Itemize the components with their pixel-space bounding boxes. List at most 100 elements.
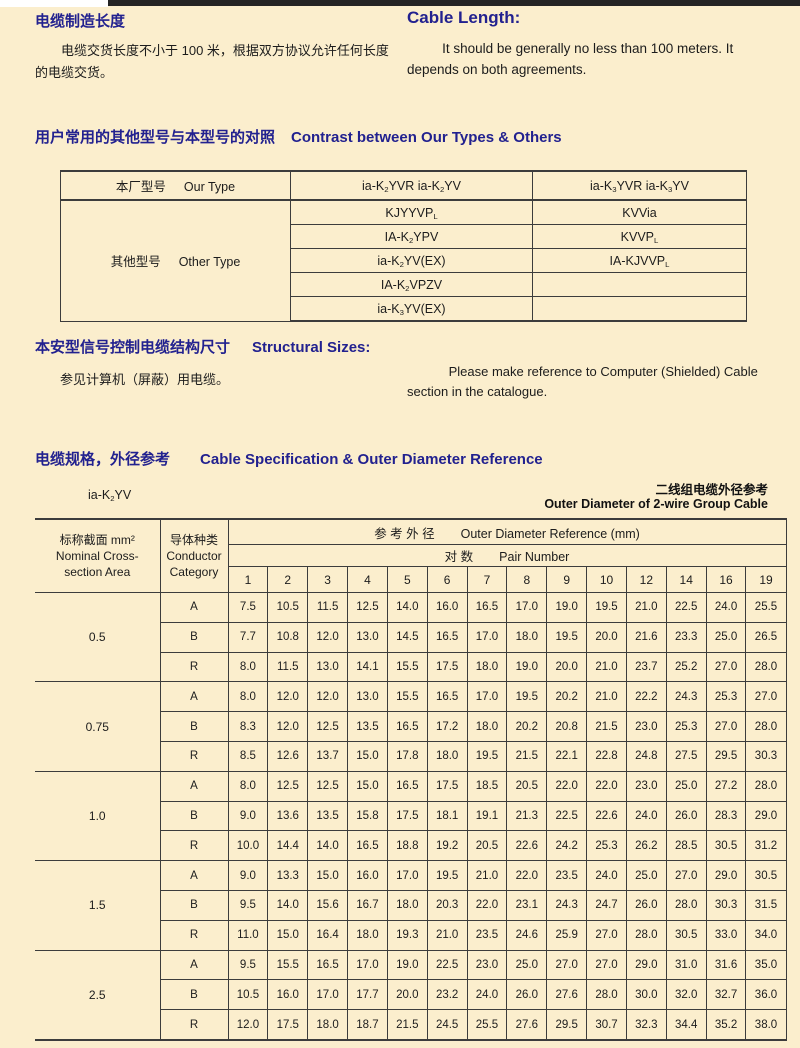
diameter-value-cell: 21.3 — [506, 800, 548, 832]
outer-diameter-table: 标称截面 mm² Nominal Cross- section Area 导体种… — [35, 518, 787, 1041]
spec-row: 1.0 A 8.0 12.5 12.5 15.0 16.5 17.5 18.5 20.5 22.0 2… — [35, 770, 787, 862]
other-type-cell — [532, 296, 747, 322]
diameter-value-cell: 23.5 — [546, 860, 588, 891]
diameter-value-cell: 14.0 — [267, 889, 309, 921]
diameter-value-cell: 20.0 — [386, 979, 428, 1011]
diameter-value-cell: 27.0 — [546, 949, 588, 981]
other-type-label-zh: 其他型号 — [110, 255, 161, 270]
pair-number-cell: 9 — [546, 566, 588, 593]
nominal-area-header-cell: 标称截面 mm² Nominal Cross- section Area — [35, 518, 161, 593]
cable-length-body-en: It should be generally no less than 100 … — [407, 41, 734, 77]
diameter-value-cell: 20.5 — [506, 770, 548, 802]
diameter-value-cell: 19.0 — [546, 592, 588, 623]
diameter-value-cell: 33.0 — [705, 919, 747, 951]
diameter-value-cell: 11.5 — [267, 651, 309, 683]
our-type-cell: ia-K3YVR ia-K3YV — [532, 170, 747, 201]
diameter-value-cell: 30.0 — [625, 979, 667, 1011]
diameter-value-cell: 19.5 — [546, 621, 588, 653]
pair-number-cell: 5 — [386, 566, 428, 593]
diameter-value-cell: 24.3 — [665, 681, 707, 713]
diameter-value-cell: 16.5 — [347, 830, 388, 862]
diameter-value-cell: 12.0 — [307, 621, 349, 653]
diameter-value-cell: 16.5 — [466, 592, 508, 623]
diameter-value-cell: 24.0 — [466, 979, 508, 1011]
diameter-value-cell: 21.0 — [586, 651, 627, 683]
other-type-cell: ia-K2YV(EX) — [290, 248, 533, 273]
diameter-value-cell: 38.0 — [745, 1009, 787, 1041]
diameter-value-cell: 22.0 — [466, 889, 508, 921]
diameter-value-cell: 26.0 — [625, 889, 667, 921]
diameter-value-cell: 15.0 — [347, 770, 388, 802]
diameter-value-cell: 23.2 — [426, 979, 468, 1011]
diameter-value-cell: 22.5 — [426, 949, 468, 981]
conductor-category-cell: B — [159, 800, 229, 832]
our-type-label-cell: 本厂型号 Our Type — [60, 170, 291, 201]
diameter-value-cell: 9.0 — [227, 800, 269, 832]
nominal-size-cell: 1.0 — [35, 770, 161, 862]
diameter-value-cell: 15.0 — [347, 740, 388, 772]
diameter-value-cell: 22.0 — [546, 770, 588, 802]
diameter-value-cell: 16.5 — [307, 949, 349, 981]
diameter-value-cell: 9.5 — [227, 949, 269, 981]
diameter-value-cell: 20.2 — [506, 711, 548, 742]
conductor-category-cell: A — [159, 860, 229, 891]
diameter-value-cell: 13.5 — [347, 711, 388, 742]
spec-row: B 7.7 10.8 12.0 13.0 14.5 16.5 17.0 18.0 19.5 20.0… — [35, 621, 787, 653]
diameter-value-cell: 18.0 — [466, 711, 508, 742]
diameter-value-cell: 24.6 — [506, 919, 548, 951]
pair-number-cell: 2 — [267, 566, 309, 593]
structural-body-zh: 参见计算机（屏蔽）用电缆。 — [60, 372, 230, 387]
our-type-label-zh: 本厂型号 — [115, 180, 166, 194]
conductor-category-cell: A — [159, 681, 229, 713]
diameter-value-cell: 26.2 — [625, 830, 667, 862]
diameter-value-cell: 36.0 — [745, 979, 787, 1011]
spec-row: R 10.0 14.4 14.0 16.5 18.8 19.2 20.5 22.6 24.2 25.… — [35, 830, 787, 862]
diameter-value-cell: 19.5 — [426, 860, 468, 891]
diameter-value-cell: 8.5 — [227, 740, 269, 772]
nominal-size-cell: 1.5 — [35, 860, 161, 951]
diameter-value-cell: 16.0 — [426, 592, 468, 623]
scan-edge-dark — [108, 0, 800, 6]
pair-number-cell: 14 — [665, 566, 707, 593]
diameter-value-cell: 16.5 — [386, 770, 428, 802]
conductor-category-cell: B — [159, 979, 229, 1011]
diameter-value-cell: 19.3 — [386, 919, 428, 951]
conductor-category-cell: R — [159, 1009, 229, 1041]
spec-note-zh: 二线组电缆外径参考 — [655, 483, 768, 497]
pair-header-en: Pair Number — [499, 550, 570, 564]
diameter-value-cell: 25.5 — [466, 1009, 508, 1041]
diameter-value-cell: 27.6 — [506, 1009, 548, 1041]
diameter-value-cell: 13.3 — [267, 860, 309, 891]
diameter-value-cell: 18.0 — [426, 740, 468, 772]
diameter-value-cell: 28.0 — [745, 770, 787, 802]
diameter-value-cell: 15.8 — [347, 800, 388, 832]
diameter-value-cell: 30.3 — [745, 740, 787, 772]
diameter-value-cell: 26.0 — [506, 979, 548, 1011]
diameter-value-cell: 12.0 — [267, 681, 309, 713]
diameter-value-cell: 28.0 — [745, 651, 787, 683]
structural-heading-zh: 本安型信号控制电缆结构尺寸 — [35, 339, 231, 356]
diameter-value-cell: 29.0 — [745, 800, 787, 832]
spec-row: 2.5 A 9.5 15.5 16.5 17.0 19.0 22.5 23.0 25.0 27.0 2… — [35, 949, 787, 1041]
table-row: ia-K3YV(EX) — [61, 296, 747, 322]
diameter-value-cell: 20.5 — [466, 830, 508, 862]
diameter-value-cell: 30.5 — [665, 919, 707, 951]
pair-header-zh: 对 数 — [444, 550, 474, 564]
other-type-cell: KVVia — [532, 199, 747, 225]
our-type-cell: ia-K2YVR ia-K2YV — [290, 170, 533, 201]
other-type-cell — [532, 272, 747, 297]
diameter-value-cell: 27.2 — [705, 770, 747, 802]
diameter-value-cell: 19.2 — [426, 830, 468, 862]
diameter-value-cell: 30.5 — [705, 830, 747, 862]
diameter-value-cell: 13.6 — [267, 800, 309, 832]
diameter-value-cell: 27.5 — [665, 740, 707, 772]
diameter-value-cell: 15.5 — [386, 681, 428, 713]
diameter-value-cell: 29.0 — [705, 860, 747, 891]
table-header-row: 标称截面 mm² Nominal Cross- section Area 导体种… — [35, 518, 787, 593]
spec-row: 0.5 A 7.5 10.5 11.5 12.5 14.0 16.0 16.5 17.0 19.0 1… — [35, 591, 787, 683]
diameter-value-cell: 21.5 — [506, 740, 548, 772]
diameter-value-cell: 32.3 — [625, 1009, 667, 1041]
diameter-value-cell: 19.5 — [586, 592, 627, 623]
diameter-value-cell: 23.0 — [625, 770, 667, 802]
diameter-value-cell: 24.5 — [426, 1009, 468, 1041]
